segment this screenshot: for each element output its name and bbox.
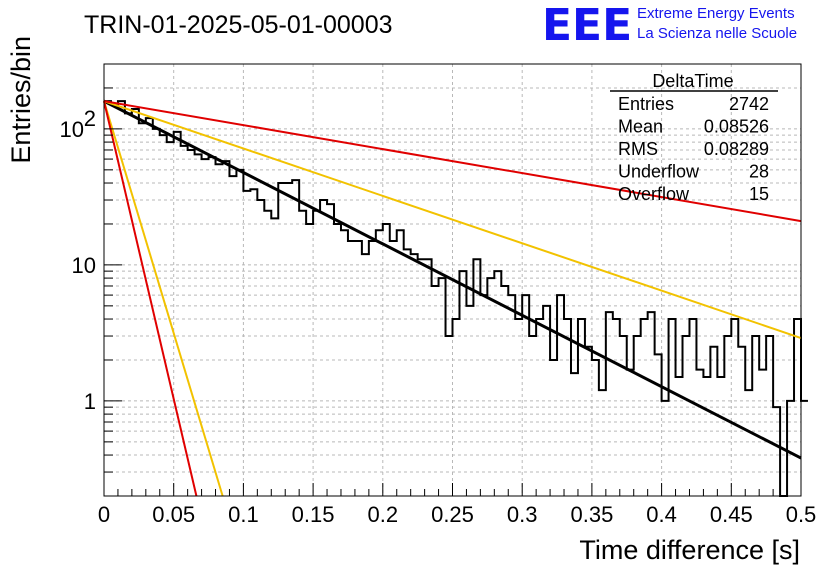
series-line-5 (103, 100, 198, 497)
y-tick-label: 10 (60, 117, 84, 142)
x-tick-labels: 0 0.05 0.1 0.15 0.2 0.25 0.3 0.35 0.4 0.45 0.5 (98, 502, 816, 527)
series-line-2 (103, 100, 802, 339)
histogram (104, 100, 808, 497)
stats-value: 0.08526 (704, 117, 769, 137)
y-tick-label: 10 (72, 253, 96, 278)
chart-title: TRIN-01-2025-05-01-00003 (84, 11, 393, 39)
x-tick-label: 0.3 (507, 502, 538, 527)
stats-title: DeltaTime (652, 71, 733, 91)
stats-label: Overflow (618, 184, 690, 204)
brand-line-1: Extreme Energy Events (637, 5, 795, 22)
x-tick-label: 0.45 (710, 502, 753, 527)
stats-value: 0.08289 (704, 139, 769, 159)
brand-logo-text: EEE (542, 0, 632, 51)
series-line-4 (103, 100, 802, 223)
stats-label: Underflow (618, 162, 700, 182)
x-tick-label: 0.2 (368, 502, 399, 527)
y-axis-title: Entries/bin (6, 36, 36, 164)
stats-value: 28 (749, 162, 769, 182)
stats-label: Mean (618, 117, 663, 137)
stats-value: 15 (749, 184, 769, 204)
x-tick-label: 0.5 (786, 502, 817, 527)
y-tick-exponent: 2 (84, 106, 96, 131)
x-tick-label: 0.1 (228, 502, 259, 527)
stats-label: RMS (618, 139, 658, 159)
x-tick-label: 0 (98, 502, 110, 527)
y-tick-label: 1 (84, 389, 96, 414)
histogram-step (104, 100, 808, 497)
x-tick-label: 0.15 (292, 502, 335, 527)
x-tick-label: 0.4 (646, 502, 677, 527)
x-axis-title: Time difference [s] (579, 535, 800, 565)
series-line-1 (103, 99, 802, 460)
brand-logo: EEE Extreme Energy Events La Scienza nel… (542, 0, 797, 51)
x-tick-label: 0.25 (431, 502, 474, 527)
stats-rows: Entries 2742 Mean 0.08526 RMS 0.08289Underflo… (618, 94, 769, 204)
x-tick-label: 0.05 (152, 502, 195, 527)
x-tick-label: 0.35 (570, 502, 613, 527)
stats-value: 2742 (729, 94, 769, 114)
series-line-3 (103, 100, 224, 497)
brand-line-2: La Scienza nelle Scuole (637, 25, 797, 42)
stats-box: DeltaTime Entries 2742 Mean 0.08526 RMS 0.082… (610, 71, 778, 204)
axis-ticks (103, 63, 802, 497)
stats-label: Entries (618, 94, 674, 114)
fit-lines (103, 99, 802, 497)
